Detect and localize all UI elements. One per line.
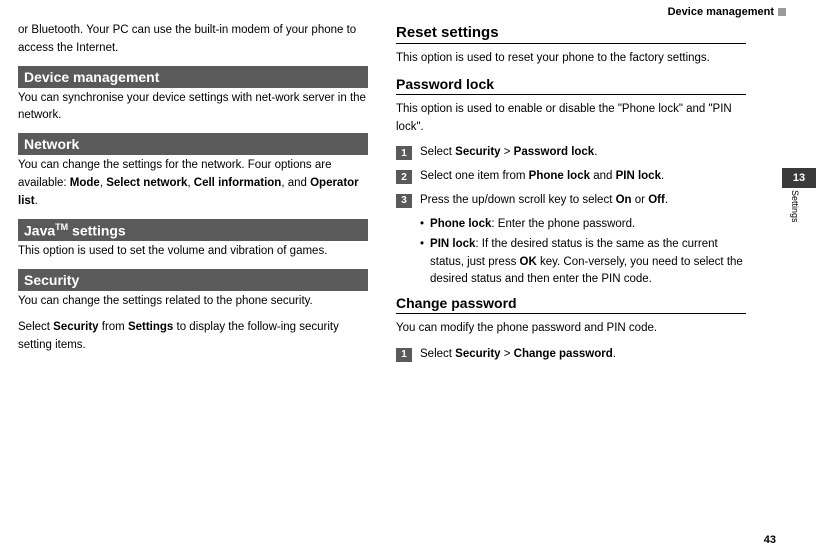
page: Device management 13 Settings 43 or Blue…	[0, 0, 816, 550]
reset-title: Reset settings	[396, 24, 746, 41]
pwlock-title: Password lock	[396, 76, 746, 92]
network-opt3: Cell information	[194, 177, 282, 189]
bullet-body: PIN lock: If the desired status is the s…	[430, 236, 746, 289]
side-chapter-tab: 13	[782, 168, 816, 188]
step-body: Select Security > Change password.	[420, 346, 746, 364]
t: PIN lock	[616, 170, 661, 182]
t: Select	[420, 146, 455, 158]
t: On	[616, 194, 632, 206]
right-column: Reset settings This option is used to re…	[396, 22, 746, 370]
t: PIN lock	[430, 238, 475, 250]
network-opt1: Mode	[70, 177, 100, 189]
t: : Enter the phone password.	[491, 218, 635, 230]
t: >	[501, 348, 514, 360]
page-number: 43	[764, 534, 776, 546]
pwlock-step-1: 1 Select Security > Password lock.	[396, 144, 746, 162]
security-body2-b2: Settings	[128, 321, 173, 333]
t: Phone lock	[529, 170, 590, 182]
bullet-dot-icon: •	[420, 216, 424, 234]
side-chapter-number: 13	[793, 172, 805, 184]
t: OK	[520, 256, 537, 268]
security-body2-b1: Security	[53, 321, 98, 333]
t: Security	[455, 348, 500, 360]
step-number: 2	[396, 170, 412, 184]
device-management-body: You can synchronise your device settings…	[18, 90, 368, 126]
network-opt2: Select network	[106, 177, 187, 189]
t: Change password	[514, 348, 613, 360]
bullet-dot-icon: •	[420, 236, 424, 289]
reset-body: This option is used to reset your phone …	[396, 50, 746, 68]
pwlock-rule	[396, 94, 746, 95]
java-title-sup: TM	[55, 222, 68, 232]
section-java: JavaTM settings	[18, 219, 368, 242]
intro-text: or Bluetooth. Your PC can use the built-…	[18, 22, 368, 58]
pwlock-step-3: 3 Press the up/down scroll key to select…	[396, 192, 746, 210]
security-body2: Select Security from Settings to display…	[18, 319, 368, 355]
step-number: 1	[396, 348, 412, 362]
section-device-management: Device management	[18, 66, 368, 88]
left-column: or Bluetooth. Your PC can use the built-…	[18, 22, 368, 370]
security-body2-pre: Select	[18, 321, 53, 333]
t: Phone lock	[430, 218, 491, 230]
step-body: Select one item from Phone lock and PIN …	[420, 168, 746, 186]
t: .	[594, 146, 597, 158]
header-title: Device management	[668, 6, 774, 18]
t: .	[665, 194, 668, 206]
java-title-pre: Java	[24, 222, 55, 238]
changepw-step-1: 1 Select Security > Change password.	[396, 346, 746, 364]
t: .	[661, 170, 664, 182]
changepw-rule	[396, 313, 746, 314]
changepw-body: You can modify the phone password and PI…	[396, 320, 746, 338]
bullet-body: Phone lock: Enter the phone password.	[430, 216, 635, 234]
step-number: 3	[396, 194, 412, 208]
t: or	[632, 194, 649, 206]
pwlock-body: This option is used to enable or disable…	[396, 101, 746, 137]
t: Select one item from	[420, 170, 529, 182]
columns: or Bluetooth. Your PC can use the built-…	[18, 6, 748, 370]
header-square-icon	[778, 8, 786, 16]
network-body: You can change the settings for the netw…	[18, 157, 368, 210]
security-body1: You can change the settings related to t…	[18, 293, 368, 311]
t: Select	[420, 348, 455, 360]
step-body: Select Security > Password lock.	[420, 144, 746, 162]
network-body-post: .	[35, 195, 38, 207]
changepw-title: Change password	[396, 295, 746, 311]
t: Password lock	[514, 146, 595, 158]
section-network: Network	[18, 133, 368, 155]
security-body2-mid: from	[99, 321, 128, 333]
java-title-post: settings	[68, 222, 126, 238]
header: Device management	[668, 6, 786, 18]
t: and	[590, 170, 616, 182]
t: Security	[455, 146, 500, 158]
pwlock-step-2: 2 Select one item from Phone lock and PI…	[396, 168, 746, 186]
t: .	[613, 348, 616, 360]
t: Off	[648, 194, 665, 206]
t: Press the up/down scroll key to select	[420, 194, 616, 206]
pwlock-bullet-2: • PIN lock: If the desired status is the…	[396, 236, 746, 289]
side-label: Settings	[790, 190, 800, 223]
t: >	[501, 146, 514, 158]
reset-rule	[396, 43, 746, 44]
section-security: Security	[18, 269, 368, 291]
pwlock-bullet-1: • Phone lock: Enter the phone password.	[396, 216, 746, 234]
step-number: 1	[396, 146, 412, 160]
step-body: Press the up/down scroll key to select O…	[420, 192, 746, 210]
java-body: This option is used to set the volume an…	[18, 243, 368, 261]
